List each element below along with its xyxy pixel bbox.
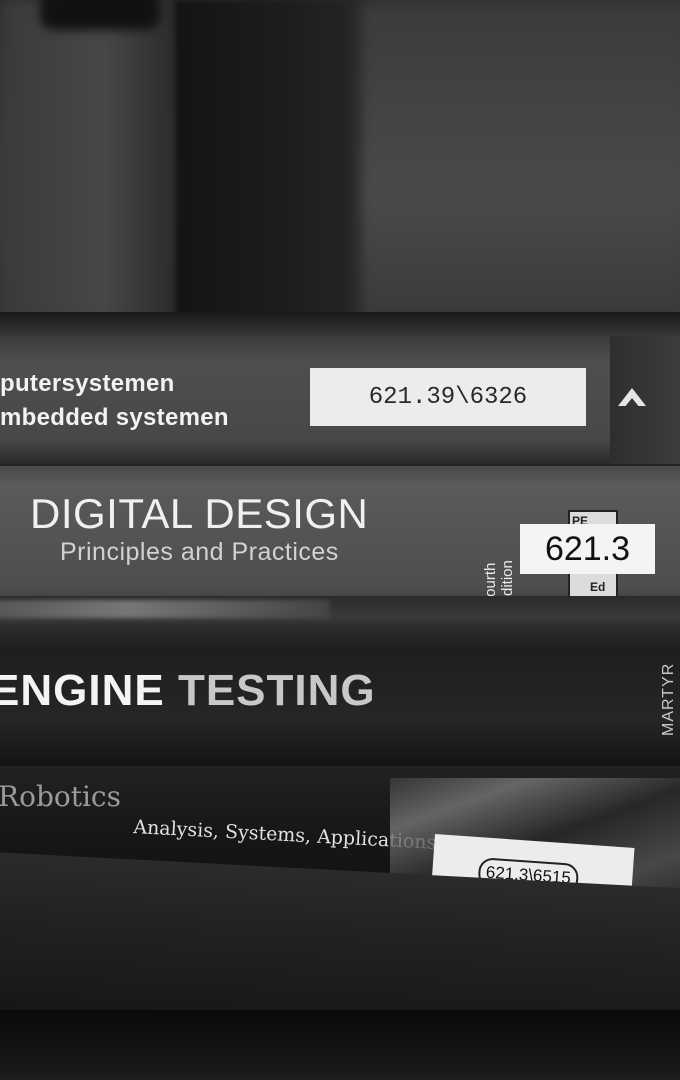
publisher-fragment-2: Ed: [590, 580, 606, 594]
background-shelf-left: [0, 0, 175, 320]
author-name: MARTYR: [660, 662, 677, 736]
call-number-label: 621.39\6326: [310, 368, 586, 426]
title-part-1: ENGINE: [0, 666, 165, 715]
background-shadow: [175, 0, 365, 320]
title-part-2: TESTING: [177, 666, 376, 715]
book-computersystemen: putersystemen mbedded systemen 621.39\63…: [0, 336, 680, 464]
book-title: ENGINE TESTING: [0, 666, 376, 716]
book-engine-testing: ENGINE TESTING MARTYR: [0, 596, 680, 772]
book-top-edge: [0, 312, 680, 338]
background-wall: [360, 0, 680, 320]
book-digital-design: DIGITAL DESIGN Principles and Practices …: [0, 466, 680, 618]
book-spine-line-1: putersystemen: [0, 370, 175, 397]
chevron-logo-cut: [624, 398, 640, 408]
under-shelf-shadow: [0, 1010, 680, 1080]
call-number-label: 621.3: [520, 524, 655, 574]
book-spine-line-2: mbedded systemen: [0, 404, 229, 431]
call-number: 621.39\6326: [368, 383, 528, 411]
background-blur-mark: [40, 0, 160, 30]
book-title: Robotics: [0, 780, 121, 813]
cover-highlight: [0, 600, 330, 618]
book-subtitle: Principles and Practices: [60, 538, 339, 566]
call-number: 621.3: [544, 529, 631, 568]
author-text: MARTYR: [660, 656, 680, 756]
book-title: DIGITAL DESIGN: [30, 490, 369, 537]
edition-text: Fourth Edition: [482, 506, 516, 606]
